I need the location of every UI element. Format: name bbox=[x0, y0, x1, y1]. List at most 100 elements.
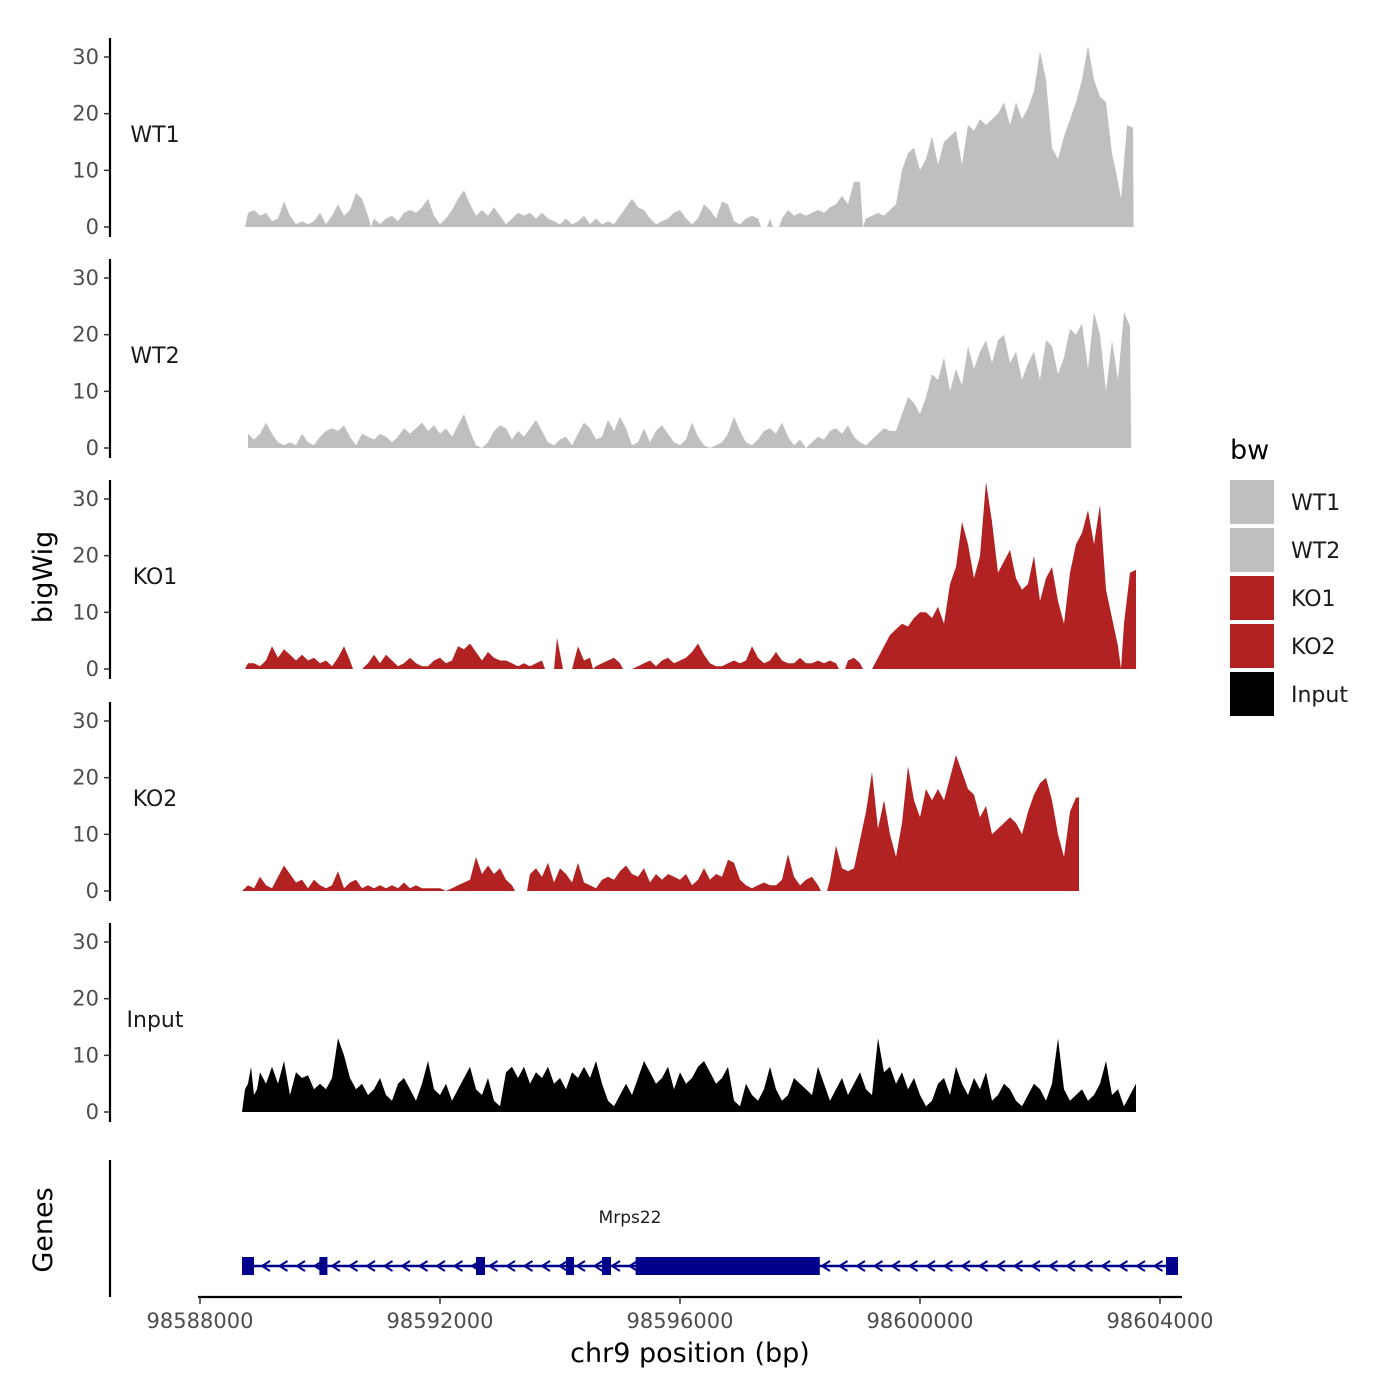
exon bbox=[476, 1257, 485, 1275]
y-tick-label: 20 bbox=[72, 766, 99, 790]
y-tick-label: 10 bbox=[72, 600, 99, 624]
strand-arrow bbox=[872, 1260, 884, 1272]
strand-arrow bbox=[295, 1260, 306, 1272]
x-tick-label: 98592000 bbox=[387, 1309, 494, 1333]
strand-arrow bbox=[487, 1260, 499, 1272]
strand-arrow bbox=[575, 1260, 586, 1272]
strand-arrow bbox=[977, 1260, 989, 1272]
exon bbox=[1166, 1257, 1178, 1275]
track-label-ko1: KO1 bbox=[133, 565, 178, 590]
strand-arrow bbox=[260, 1260, 271, 1272]
legend-title: bw bbox=[1230, 435, 1269, 466]
strand-arrow bbox=[925, 1260, 936, 1272]
strand-arrow bbox=[330, 1260, 341, 1272]
x-tick-label: 98604000 bbox=[1107, 1309, 1214, 1333]
y-tick-label: 20 bbox=[72, 987, 99, 1011]
x-axis: 98588000 98592000 98596000 98600000 98604000 bbox=[147, 1295, 1214, 1333]
strand-arrow bbox=[1100, 1260, 1111, 1272]
strand-arrow bbox=[435, 1260, 446, 1272]
y-tick-label: 30 bbox=[72, 487, 99, 511]
exon bbox=[242, 1257, 254, 1275]
exon bbox=[319, 1257, 328, 1275]
legend-swatch bbox=[1230, 576, 1274, 620]
y-tick-label: 0 bbox=[86, 436, 99, 460]
exon bbox=[635, 1257, 820, 1275]
legend: bw WT1 WT2 KO1 KO2 Input bbox=[1230, 435, 1348, 716]
strand-arrow bbox=[1135, 1260, 1146, 1272]
strand-arrow bbox=[1152, 1260, 1164, 1272]
strand-arrow bbox=[1117, 1260, 1129, 1272]
track-input: 0 10 20 30 Input bbox=[72, 923, 1136, 1124]
strand-arrow bbox=[627, 1260, 639, 1272]
track-panels: 0 10 20 30 WT1 0 10 20 30 WT2 0 10 20 30 KO1 0 10 20 30 KO2… bbox=[72, 38, 1136, 1124]
strand-arrow bbox=[1012, 1260, 1024, 1272]
y-tick-label: 0 bbox=[86, 215, 99, 239]
strand-arrow bbox=[1047, 1260, 1059, 1272]
track-ko2: 0 10 20 30 KO2 bbox=[72, 702, 1079, 903]
track-area-ko2 bbox=[242, 755, 1079, 891]
strand-arrow bbox=[1065, 1260, 1076, 1272]
strand-arrow bbox=[890, 1260, 901, 1272]
strand-arrow bbox=[540, 1260, 551, 1272]
track-ko1: 0 10 20 30 KO1 bbox=[72, 480, 1136, 681]
strand-arrow bbox=[1082, 1260, 1094, 1272]
x-tick-label: 98600000 bbox=[867, 1309, 974, 1333]
x-tick-label: 98588000 bbox=[147, 1309, 254, 1333]
strand-arrow bbox=[942, 1260, 954, 1272]
y-tick-label: 0 bbox=[86, 657, 99, 681]
strand-arrow bbox=[592, 1260, 604, 1272]
legend-swatch bbox=[1230, 528, 1274, 572]
track-area-wt2 bbox=[248, 312, 1132, 448]
y-tick-label: 30 bbox=[72, 709, 99, 733]
track-wt1: 0 10 20 30 WT1 bbox=[72, 38, 1134, 239]
gene-panel: Mrps22 bbox=[108, 1160, 1178, 1297]
y-tick-label: 10 bbox=[72, 1043, 99, 1067]
gene-label: Mrps22 bbox=[599, 1208, 662, 1228]
strand-arrow bbox=[417, 1260, 429, 1272]
strand-arrow bbox=[400, 1260, 411, 1272]
y-tick-label: 10 bbox=[72, 379, 99, 403]
legend-swatch bbox=[1230, 672, 1274, 716]
exon bbox=[602, 1257, 611, 1275]
strand-arrow bbox=[995, 1260, 1006, 1272]
y-tick-label: 30 bbox=[72, 930, 99, 954]
strand-arrow bbox=[452, 1260, 464, 1272]
strand-arrow bbox=[837, 1260, 849, 1272]
track-label-wt1: WT1 bbox=[130, 123, 179, 148]
strand-arrow bbox=[505, 1260, 516, 1272]
legend-label: KO1 bbox=[1291, 587, 1336, 612]
y-tick-label: 20 bbox=[72, 323, 99, 347]
legend-swatch bbox=[1230, 480, 1274, 524]
y-tick-label: 10 bbox=[72, 822, 99, 846]
legend-label: KO2 bbox=[1291, 635, 1336, 660]
track-area-wt1 bbox=[245, 45, 1134, 228]
legend-label: WT2 bbox=[1291, 539, 1340, 564]
y-tick-label: 0 bbox=[86, 1100, 99, 1124]
track-area-ko1 bbox=[245, 482, 1136, 669]
strand-arrow bbox=[855, 1260, 866, 1272]
track-area-input bbox=[242, 1038, 1136, 1112]
track-wt2: 0 10 20 30 WT2 bbox=[72, 259, 1132, 460]
track-label-wt2: WT2 bbox=[130, 344, 179, 369]
legend-swatch bbox=[1230, 624, 1274, 668]
strand-arrow bbox=[610, 1260, 621, 1272]
strand-arrow bbox=[347, 1260, 359, 1272]
strand-arrow bbox=[277, 1260, 289, 1272]
y-tick-label: 30 bbox=[72, 266, 99, 290]
x-tick-label: 98596000 bbox=[627, 1309, 734, 1333]
y-tick-label: 30 bbox=[72, 45, 99, 69]
y-tick-label: 0 bbox=[86, 879, 99, 903]
y-tick-label: 10 bbox=[72, 158, 99, 182]
strand-arrow bbox=[557, 1260, 569, 1272]
legend-label: Input bbox=[1291, 683, 1348, 708]
strand-arrow bbox=[382, 1260, 394, 1272]
strand-arrow bbox=[907, 1260, 919, 1272]
strand-arrow bbox=[365, 1260, 376, 1272]
legend-label: WT1 bbox=[1291, 491, 1340, 516]
track-label-ko2: KO2 bbox=[133, 787, 178, 812]
strand-arrow bbox=[960, 1260, 971, 1272]
genes-panel-title: Genes bbox=[28, 1187, 59, 1272]
track-label-input: Input bbox=[127, 1008, 184, 1033]
strand-arrow bbox=[820, 1260, 831, 1272]
